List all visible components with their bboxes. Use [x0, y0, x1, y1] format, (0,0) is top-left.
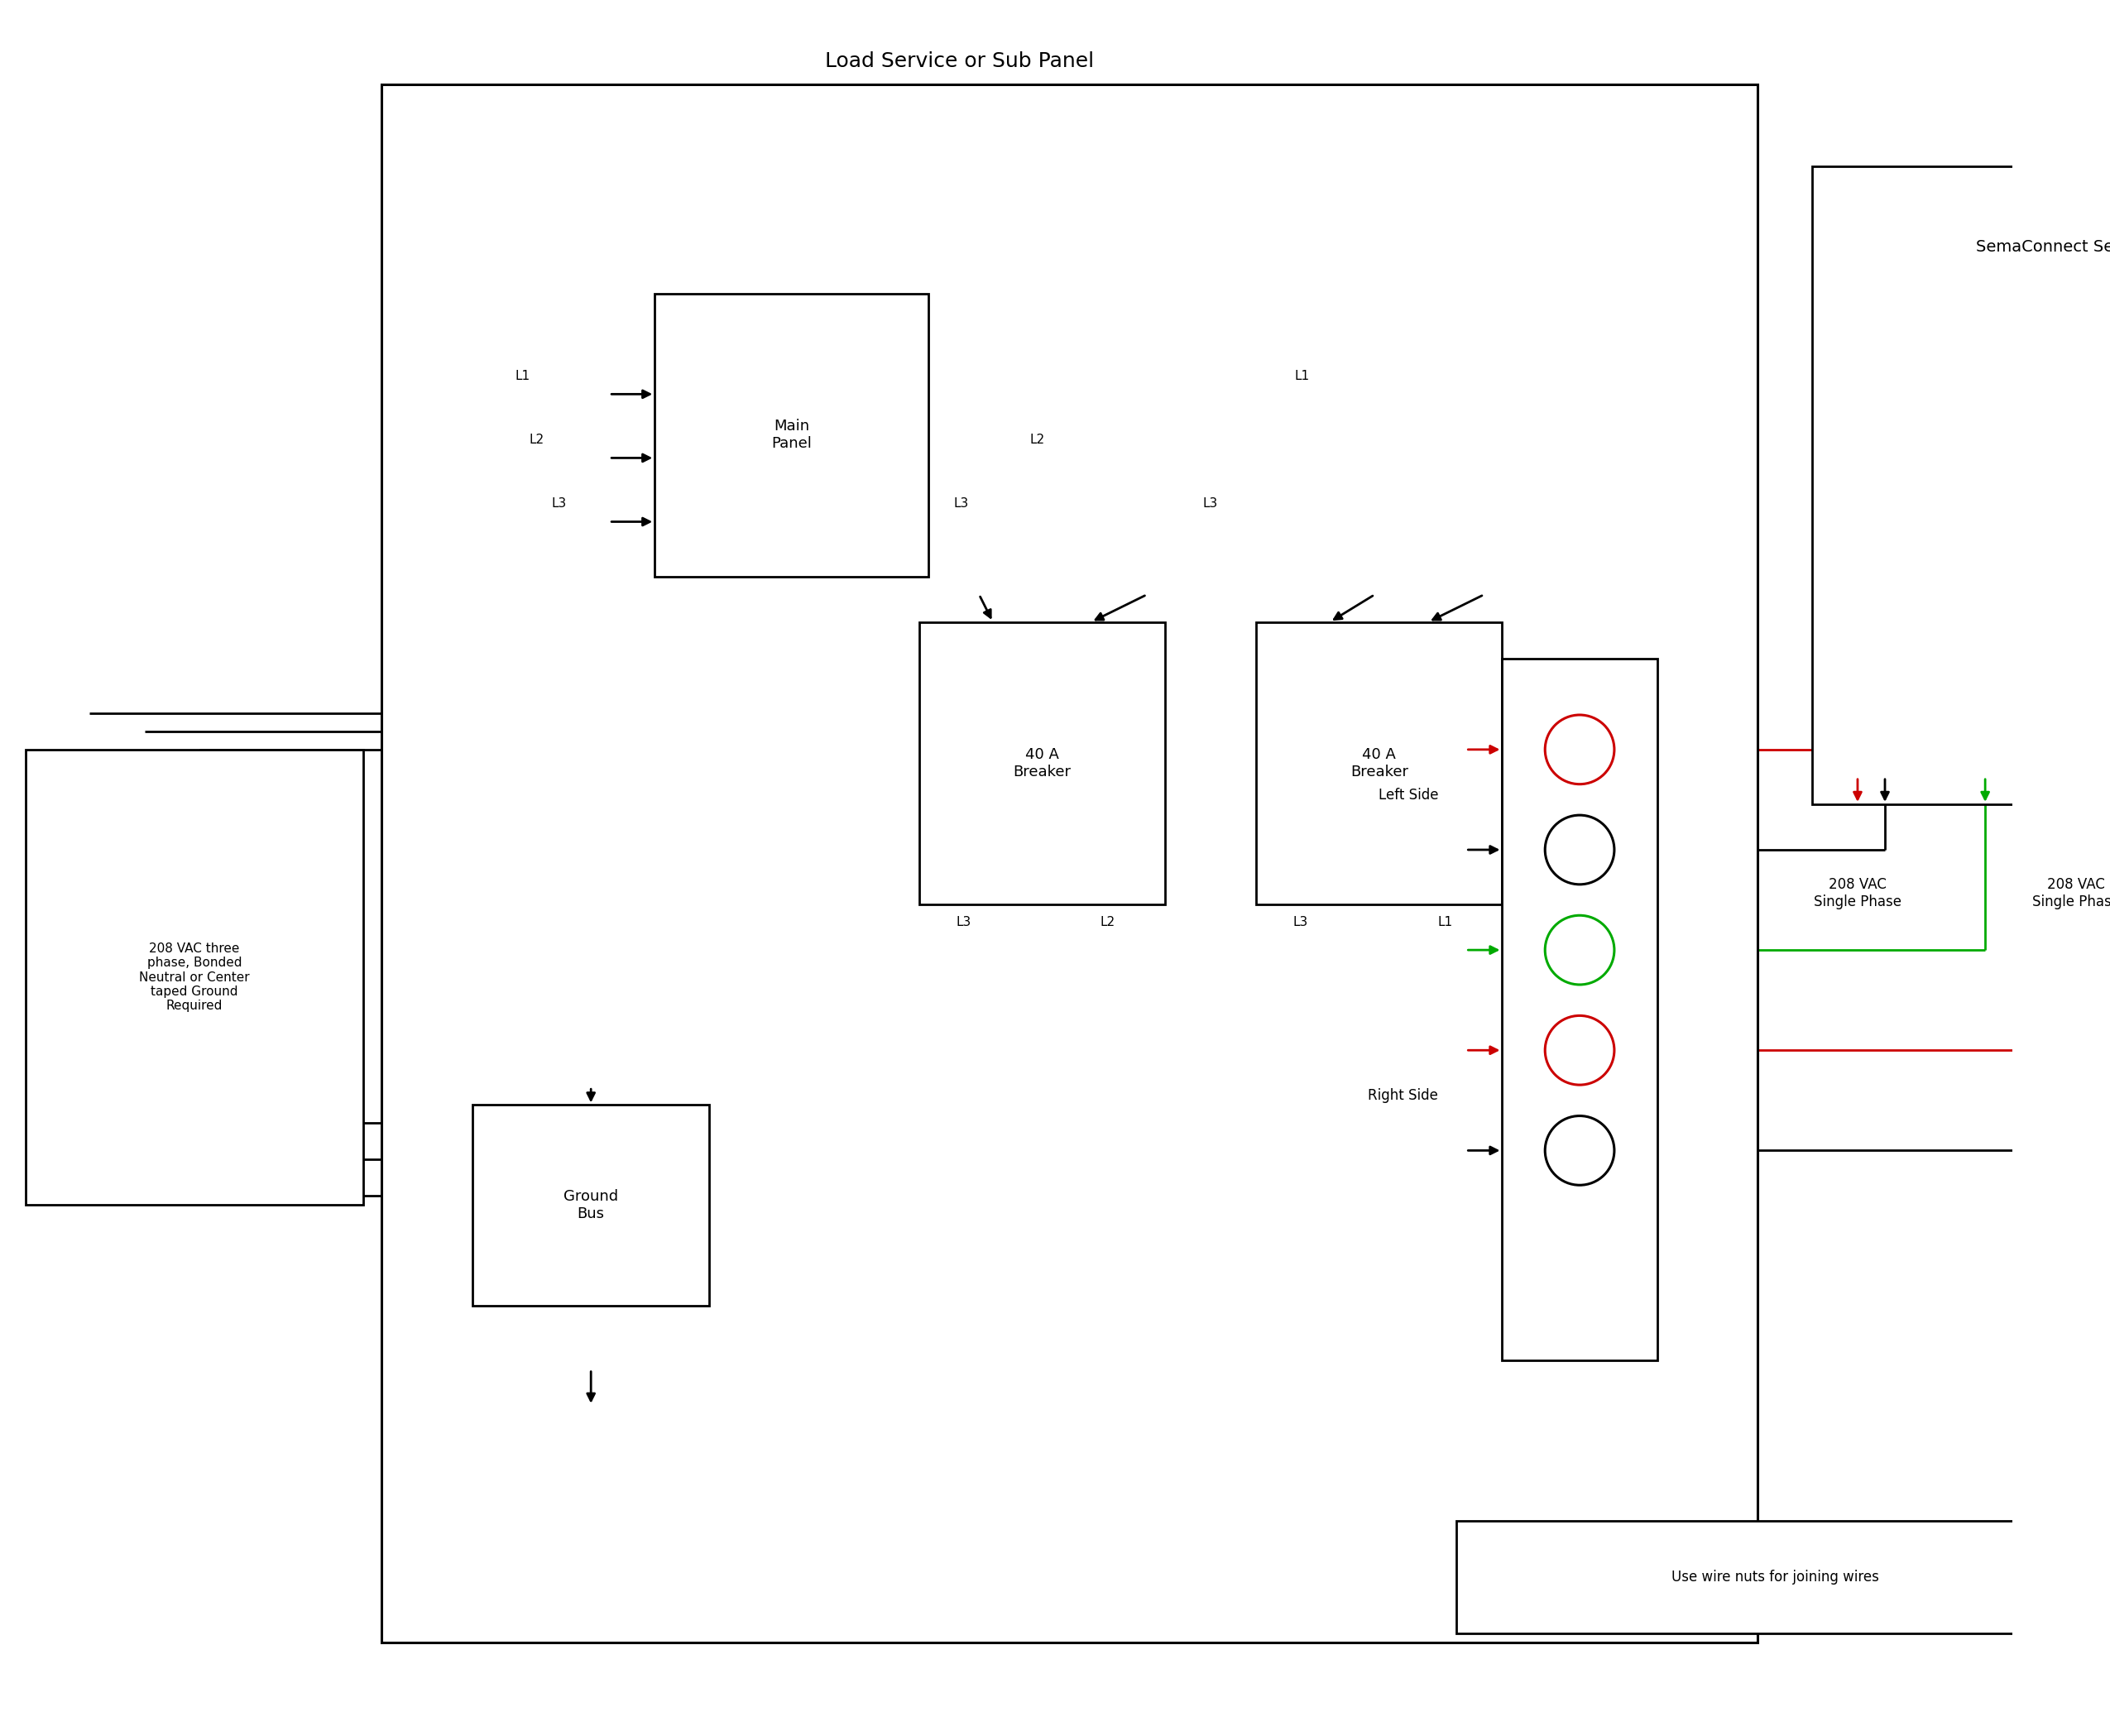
- Text: Main
Panel: Main Panel: [770, 418, 812, 451]
- Text: Right Side: Right Side: [1367, 1088, 1439, 1104]
- Circle shape: [1545, 816, 1614, 884]
- Text: L3: L3: [1293, 917, 1308, 929]
- Bar: [1502, 658, 1656, 1359]
- Text: 208 VAC
Single Phase: 208 VAC Single Phase: [1815, 877, 1901, 910]
- Bar: [920, 621, 1165, 904]
- Text: Load Service or Sub Panel: Load Service or Sub Panel: [825, 52, 1093, 71]
- Circle shape: [1545, 915, 1614, 984]
- Circle shape: [1545, 715, 1614, 785]
- Text: L3: L3: [551, 496, 568, 510]
- Bar: [1456, 1521, 2095, 1634]
- Text: L3: L3: [1203, 496, 1217, 510]
- Text: L2: L2: [530, 434, 544, 446]
- Bar: [1255, 621, 1502, 904]
- Text: L3: L3: [954, 496, 968, 510]
- Bar: [1812, 167, 2110, 804]
- Text: L1: L1: [1293, 370, 1308, 382]
- Text: Left Side: Left Side: [1378, 788, 1439, 802]
- Text: Ground
Bus: Ground Bus: [563, 1189, 618, 1220]
- Circle shape: [1545, 1116, 1614, 1186]
- Bar: [473, 1104, 709, 1305]
- Text: 40 A
Breaker: 40 A Breaker: [1350, 746, 1407, 779]
- Text: L3: L3: [956, 917, 971, 929]
- Text: 40 A
Breaker: 40 A Breaker: [1013, 746, 1072, 779]
- Text: L2: L2: [1099, 917, 1116, 929]
- Text: 208 VAC
Single Phase: 208 VAC Single Phase: [2032, 877, 2110, 910]
- Bar: [654, 293, 928, 576]
- Text: 208 VAC three
phase, Bonded
Neutral or Center
taped Ground
Required: 208 VAC three phase, Bonded Neutral or C…: [139, 943, 249, 1012]
- Text: L1: L1: [1437, 917, 1452, 929]
- Text: Use wire nuts for joining wires: Use wire nuts for joining wires: [1671, 1569, 1880, 1585]
- Circle shape: [1545, 1016, 1614, 1085]
- Text: SemaConnect Series 7: SemaConnect Series 7: [1975, 240, 2110, 255]
- Bar: [382, 85, 1758, 1642]
- Text: L1: L1: [515, 370, 530, 382]
- Bar: [25, 750, 363, 1205]
- Text: L2: L2: [1030, 434, 1044, 446]
